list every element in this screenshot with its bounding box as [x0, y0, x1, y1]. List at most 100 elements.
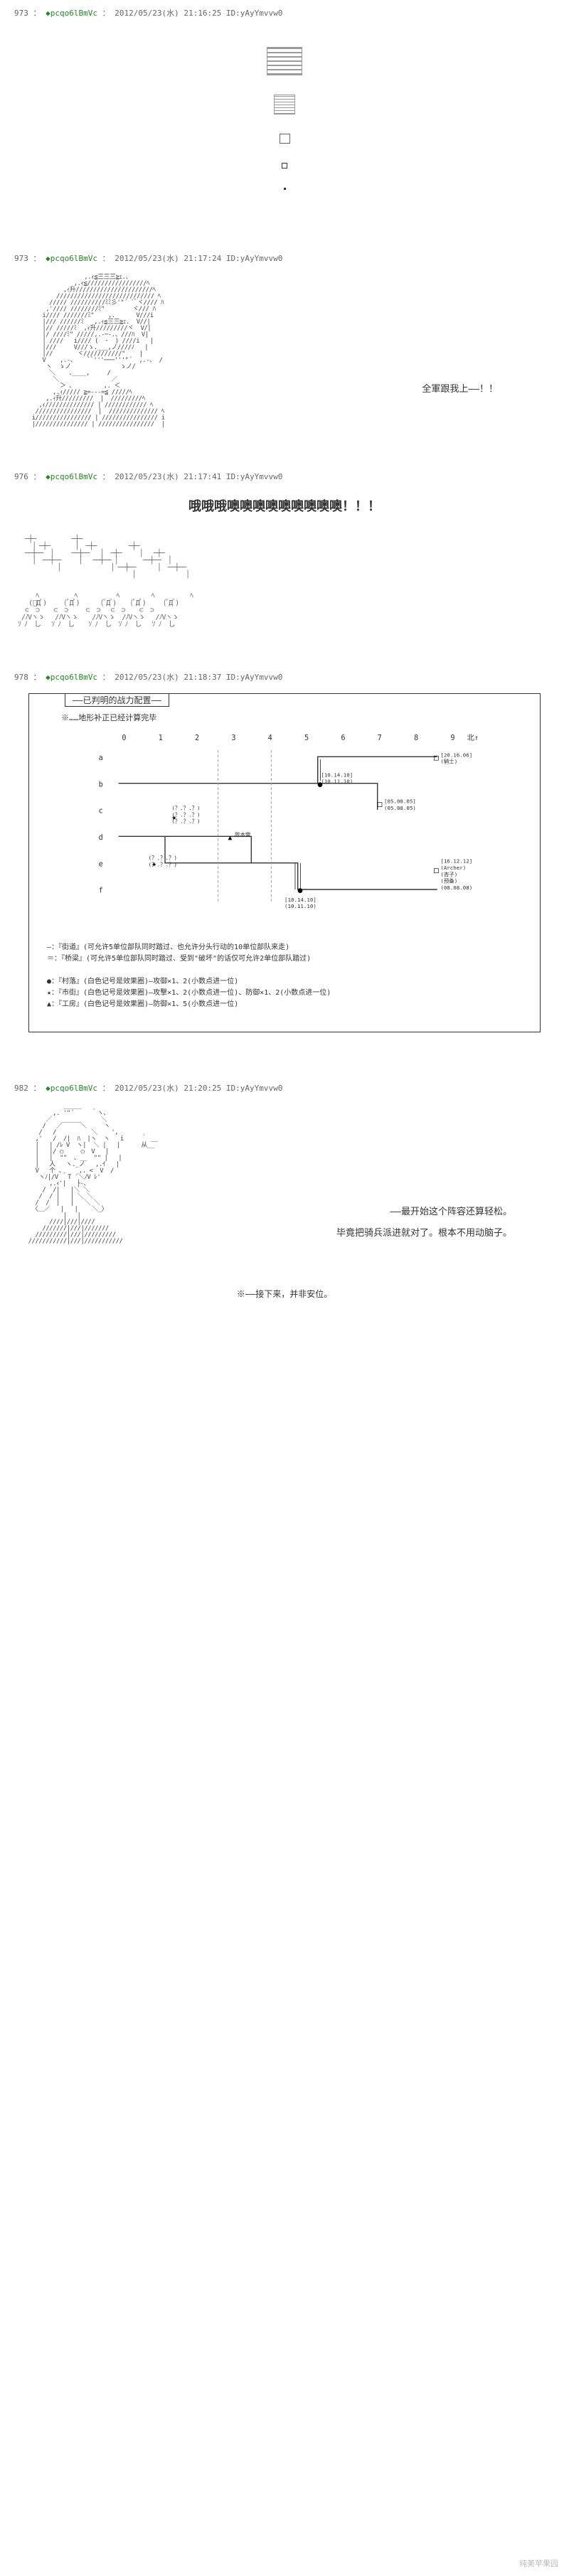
aa-character-face: ,.ｨ≦三三三≧ｪ.、 ,.ｨ≦/////////////////ﾍ ,ｨ升//…: [14, 274, 555, 428]
svg-text:3: 3: [231, 734, 235, 742]
svg-text:1: 1: [159, 734, 163, 742]
svg-text:□: □: [434, 866, 439, 875]
watermark: 纯美苹果园: [519, 2558, 558, 2569]
post-trip: ◆pcqo6lBmVc: [46, 9, 97, 18]
post: 973 ： ◆pcqo6lBmVc ： 2012/05/23(水) 21:17:…: [0, 245, 569, 435]
post-header: 978 ： ◆pcqo6lBmVc ： 2012/05/23(水) 21:18:…: [14, 671, 555, 683]
svg-text:(预备): (预备): [440, 877, 457, 885]
svg-text:[20.16.06]: [20.16.06]: [440, 752, 472, 758]
post-date: 2012/05/23(水) 21:16:25: [115, 9, 221, 18]
battle-cry: 哦哦哦噢噢噢噢噢噢噢噢噢！！！: [14, 496, 555, 515]
post-id: ID:yAyYmvvw0: [226, 254, 282, 263]
svg-text:4: 4: [268, 734, 272, 742]
svg-text:6: 6: [341, 734, 345, 742]
legend-line: ▲：『工房』(白色记号是效果圈)―防御×1、5(小数点进一位): [47, 999, 522, 1010]
map-note: ※……地形补正已经计算完毕: [61, 712, 508, 723]
map-legend: ―：『街道』(可允许5单位部队同时踏过、也允许分头行动的10单位部队来走) ＝：…: [47, 942, 522, 1010]
svg-text:(？.？.？): (？.？.？): [171, 805, 200, 811]
svg-text:[10.14.10]: [10.14.10]: [284, 897, 317, 903]
post-number: 978: [14, 673, 28, 682]
post-id: ID:yAyYmvvw0: [226, 673, 282, 682]
post-number: 973: [14, 9, 28, 18]
post: 978 ： ◆pcqo6lBmVc ： 2012/05/23(水) 21:18:…: [0, 664, 569, 1047]
dialogue-text: 全軍跟我上――！！: [422, 381, 498, 395]
shrinking-boxes: [14, 29, 555, 210]
post: 982 ： ◆pcqo6lBmVc ： 2012/05/23(水) 21:20:…: [0, 1075, 569, 1307]
post-id: ID:yAyYmvvw0: [226, 1084, 282, 1093]
svg-text:(Archer): (Archer): [440, 865, 466, 871]
post-id: ID:yAyYmvvw0: [226, 9, 282, 18]
svg-text:0: 0: [122, 734, 126, 742]
post-header: 973 ： ◆pcqo6lBmVc ： 2012/05/23(水) 21:17:…: [14, 252, 555, 264]
post-number: 973: [14, 254, 28, 263]
svg-text:a: a: [99, 754, 103, 762]
svg-text:8: 8: [414, 734, 418, 742]
post: 976 ： ◆pcqo6lBmVc ： 2012/05/23(水) 21:17:…: [0, 464, 569, 636]
svg-text:敌本营: 敌本营: [235, 830, 250, 838]
svg-text:d: d: [99, 833, 103, 842]
post-trip: ◆pcqo6lBmVc: [46, 1084, 97, 1093]
post-date: 2012/05/23(水) 21:17:41: [115, 472, 221, 481]
tactical-map-container: ――已判明的战力配置―― ※……地形补正已经计算完毕 0 1 2 3 4 5 6 7 8 9…: [14, 693, 555, 1032]
post-header: 973 ： ◆pcqo6lBmVc ： 2012/05/23(水) 21:16:…: [14, 7, 555, 18]
post-id: ID:yAyYmvvw0: [226, 472, 282, 481]
svg-text:e: e: [99, 860, 103, 868]
post-date: 2012/05/23(水) 21:18:37: [115, 673, 221, 682]
svg-text:[05.08.05]: [05.08.05]: [384, 798, 416, 805]
box-small: [280, 134, 290, 144]
svg-text:9: 9: [450, 734, 454, 742]
post-header: 976 ： ◆pcqo6lBmVc ： 2012/05/23(水) 21:17:…: [14, 471, 555, 482]
dialogue-text: 毕竟把骑兵派进就对了。根本不用动脑子。: [336, 1225, 512, 1239]
post-date: 2012/05/23(水) 21:20:25: [115, 1084, 221, 1093]
svg-text:(05.08.05): (05.08.05): [384, 805, 416, 811]
post-trip: ◆pcqo6lBmVc: [46, 472, 97, 481]
svg-text:[16.12.12]: [16.12.12]: [440, 858, 472, 865]
aa-art-container: ,.ｨ≦三三三≧ｪ.、 ,.ｨ≦/////////////////ﾍ ,ｨ升//…: [14, 274, 555, 428]
svg-text:f: f: [99, 887, 103, 895]
svg-text:(？.？.？): (？.？.？): [171, 818, 200, 825]
svg-text:(08.08.08): (08.08.08): [440, 885, 472, 891]
footer-note: ※――接下来，并非安位。: [14, 1288, 555, 1300]
box-medium: [274, 95, 295, 114]
svg-text:5: 5: [304, 734, 309, 742]
map-title: ――已判明的战力配置――: [65, 693, 169, 707]
svg-text:(10.11.10): (10.11.10): [284, 903, 317, 909]
legend-line: ―：『街道』(可允许5单位部队同时踏过、也允许分头行动的10单位部队来走): [47, 942, 522, 953]
legend-line: ●：『村落』(白色记号是效果圈)―攻御×1、2(小数点进一位): [47, 976, 522, 988]
post-trip: ◆pcqo6lBmVc: [46, 254, 97, 263]
post-header: 982 ： ◆pcqo6lBmVc ： 2012/05/23(水) 21:20:…: [14, 1082, 555, 1094]
aa-charge-effect: ─┼─ ─┼─ │ ─┼─ │ ─┼─ ─┼─ ──┼── │ ──┼── │ …: [14, 529, 555, 629]
box-tiny: [282, 163, 287, 169]
box-large: [267, 47, 302, 75]
post-trip: ◆pcqo6lBmVc: [46, 673, 97, 682]
post: 973 ： ◆pcqo6lBmVc ： 2012/05/23(水) 21:16:…: [0, 0, 569, 217]
aa-art-container: 哦哦哦噢噢噢噢噢噢噢噢噢！！！ ─┼─ ─┼─ │ ─┼─ │ ─┼─ ─┼─ …: [14, 496, 555, 629]
dialogue-text: ――最开始这个阵容还算轻松。: [390, 1204, 512, 1217]
post-number: 976: [14, 472, 28, 481]
post-date: 2012/05/23(水) 21:17:24: [115, 254, 221, 263]
svg-text:▲: ▲: [228, 834, 233, 842]
svg-text:(騎士): (騎士): [440, 758, 457, 765]
box-dot: [284, 188, 286, 190]
svg-text:(？.？.？): (？.？.？): [149, 855, 177, 861]
svg-text:(10.11.10): (10.11.10): [321, 779, 353, 785]
svg-text:2: 2: [195, 734, 199, 742]
svg-text:(杏子): (杏子): [440, 870, 457, 877]
svg-text:(？.？.？): (？.？.？): [171, 811, 200, 818]
svg-text:□: □: [378, 799, 383, 808]
svg-text:c: c: [99, 807, 103, 816]
svg-text:(？.？.？): (？.？.？): [149, 861, 177, 867]
tactical-map: ――已判明的战力配置―― ※……地形补正已经计算完毕 0 1 2 3 4 5 6 7 8 9…: [28, 693, 541, 1032]
svg-text:b: b: [99, 780, 103, 789]
aa-thinking-character: ＿＿＿ ,. '"´ ｀ヽ、 ／ ＼ / ／￣￣￣＼ ヽ / / ＼ ', ,'…: [14, 1104, 555, 1245]
legend-line: ＝：『桥梁』(可允许5单位部队同时踏过、受到"破坏"的话仅可允许2单位部队踏过): [47, 953, 522, 965]
map-grid: 0 1 2 3 4 5 6 7 8 9 北↑ a b c d e f: [40, 730, 529, 929]
post-number: 982: [14, 1084, 28, 1093]
svg-text:□: □: [434, 753, 439, 762]
svg-text:[10.14.10]: [10.14.10]: [321, 771, 353, 778]
svg-text:7: 7: [378, 734, 382, 742]
aa-art-container: ＿＿＿ ,. '"´ ｀ヽ、 ／ ＼ / ／￣￣￣＼ ヽ / / ＼ ', ,'…: [14, 1104, 555, 1300]
legend-line: ★：『市街』(白色记号是效果圈)―攻撃×1、2(小数点进一位)、防御×1、2(小…: [47, 988, 522, 999]
svg-text:北↑: 北↑: [467, 734, 479, 742]
svg-text:●: ●: [298, 886, 303, 895]
